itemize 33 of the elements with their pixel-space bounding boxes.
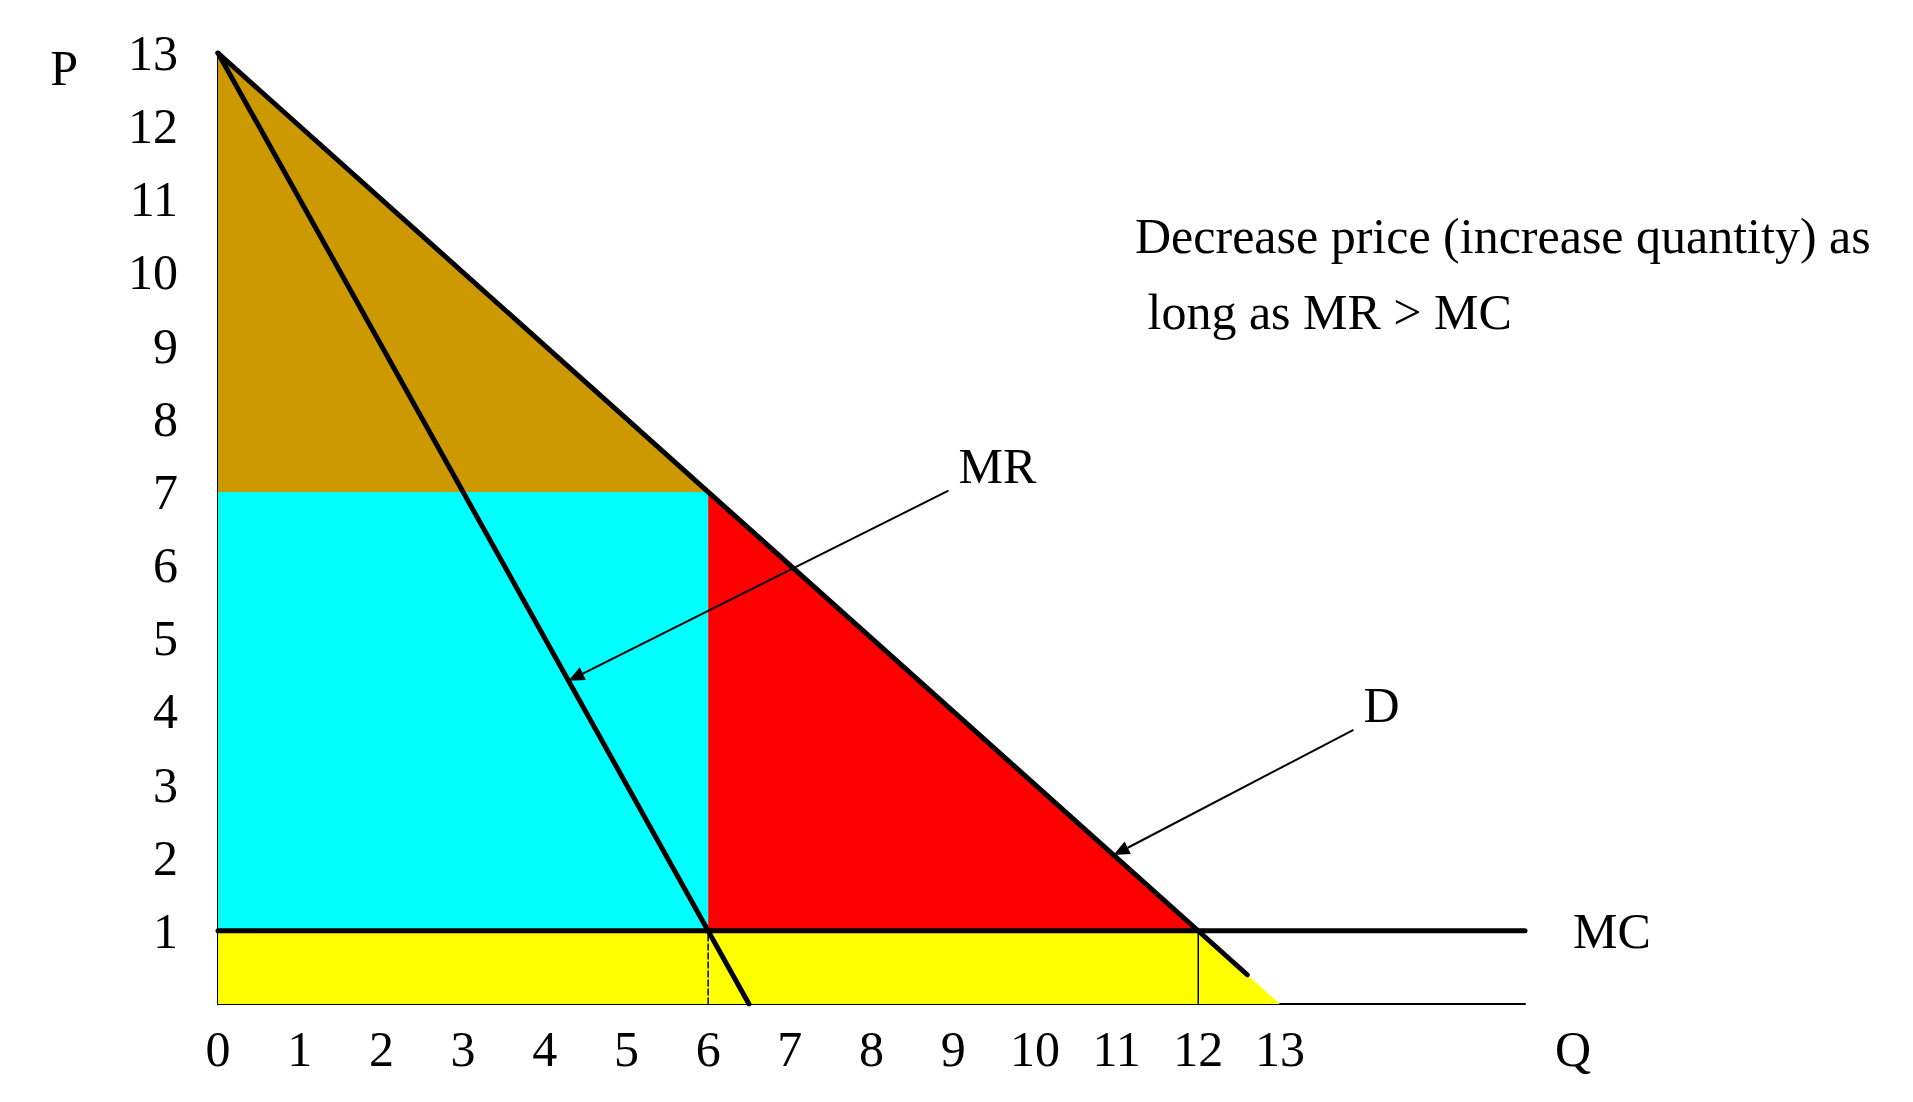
- y-tick-label: 7: [153, 463, 178, 520]
- y-tick-label: 2: [153, 829, 178, 886]
- x-tick-label: 4: [532, 1021, 558, 1077]
- x-tick-label: 5: [613, 1021, 639, 1077]
- x-tick-label: 8: [859, 1021, 884, 1077]
- y-tick-label: 8: [153, 390, 178, 447]
- y-tick-label: 9: [153, 317, 178, 374]
- x-axis-title: Q: [1555, 1021, 1592, 1077]
- y-tick-label: 10: [128, 244, 178, 301]
- series-label: MC: [1573, 902, 1651, 959]
- y-tick-label: 11: [129, 171, 178, 228]
- y-tick-label: 1: [153, 902, 178, 959]
- annotation: Decrease price (increase quantity) as long as MR > MC: [1135, 208, 1871, 340]
- x-tick-label: 7: [777, 1021, 803, 1077]
- y-tick-label: 5: [153, 610, 178, 667]
- x-tick-label: 11: [1092, 1021, 1141, 1077]
- x-tick-label: 6: [695, 1021, 721, 1077]
- x-tick-label: 10: [1009, 1021, 1060, 1077]
- text: D: [1363, 676, 1400, 733]
- y-tick-label: 4: [153, 683, 178, 740]
- y-axis-title: P: [50, 40, 78, 96]
- x-tick-label: 0: [205, 1021, 231, 1077]
- y-tick-label: 13: [128, 25, 178, 81]
- x-tick-label: 9: [940, 1021, 966, 1077]
- x-tick-label: 2: [368, 1021, 394, 1077]
- x-tick-label: 3: [450, 1021, 476, 1077]
- y-tick-label: 12: [128, 98, 178, 155]
- x-tick-label: 13: [1254, 1021, 1305, 1077]
- text: MR: [958, 437, 1037, 494]
- x-tick-label: 12: [1173, 1021, 1224, 1077]
- x-tick-label: 1: [287, 1021, 313, 1077]
- y-tick-label: 6: [153, 537, 178, 594]
- y-tick-label: 3: [153, 756, 178, 813]
